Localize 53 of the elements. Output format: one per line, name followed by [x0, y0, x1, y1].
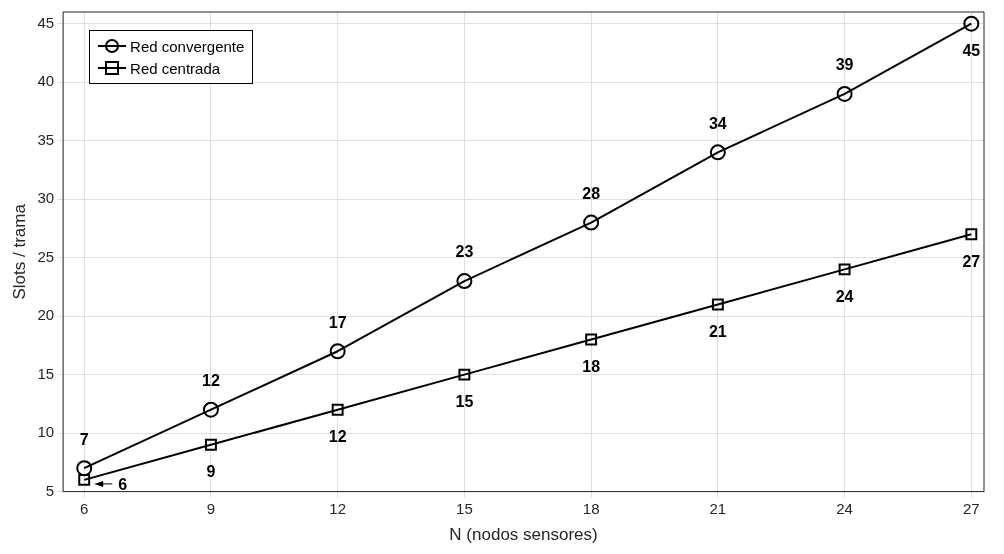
data-label: 21: [708, 322, 727, 340]
y-axis-title: Slots / trama: [9, 203, 29, 300]
point: [965, 228, 978, 241]
point: [963, 15, 980, 32]
x-tick-label: 15: [456, 499, 473, 517]
y-tick-label: 35: [37, 130, 55, 148]
point: [331, 403, 344, 416]
x-axis-title: N (nodos sensores): [449, 525, 598, 545]
legend-label: Red centrada: [130, 59, 221, 77]
data-label: 24: [835, 287, 854, 305]
point: [583, 214, 600, 231]
data-label: 28: [582, 184, 601, 202]
x-tick-label: 18: [582, 499, 600, 517]
y-tick-label: 15: [37, 364, 55, 382]
data-label: 39: [835, 56, 854, 74]
data-label: 45: [962, 42, 981, 60]
point: [836, 85, 853, 102]
y-tick-label: 20: [37, 306, 55, 324]
point: [585, 333, 598, 346]
x-tick-label: 6: [80, 499, 89, 517]
data-label: 27: [962, 252, 981, 270]
point: [838, 263, 851, 276]
x-tick-label: 12: [329, 499, 347, 517]
data-label: 6: [118, 476, 128, 494]
data-label: 34: [708, 114, 727, 132]
y-tick-label: 5: [45, 481, 55, 499]
y-tick-label: 25: [37, 247, 55, 265]
point: [711, 298, 724, 311]
y-tick-label: 45: [37, 13, 55, 31]
point: [78, 473, 91, 486]
x-tick-label: 27: [962, 499, 980, 517]
data-label: 17: [328, 313, 347, 331]
legend-label: Red convergente: [130, 37, 245, 55]
x-tick-label: 24: [836, 499, 853, 517]
point: [204, 438, 217, 451]
point: [709, 144, 726, 161]
data-label: 15: [455, 393, 474, 411]
data-label: 23: [455, 243, 474, 261]
y-tick-label: 10: [37, 423, 55, 441]
point: [458, 368, 471, 381]
y-tick-label: 40: [37, 72, 55, 90]
data-label: 12: [328, 428, 347, 446]
data-label: 7: [79, 430, 89, 448]
data-label: 12: [202, 372, 220, 390]
point: [202, 401, 219, 418]
point: [329, 343, 346, 360]
x-tick-label: 21: [709, 499, 727, 517]
data-label: 9: [206, 463, 216, 481]
x-tick-label: 9: [206, 499, 216, 517]
y-tick-label: 30: [37, 189, 55, 207]
point: [76, 460, 93, 477]
point: [456, 273, 473, 290]
data-label: 18: [582, 357, 601, 375]
